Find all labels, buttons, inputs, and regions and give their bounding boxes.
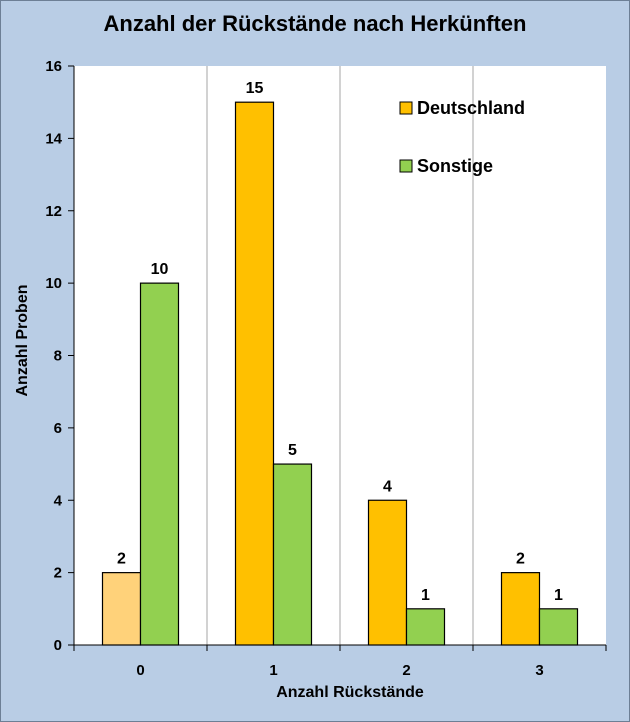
y-tick-label: 12 — [45, 203, 62, 220]
bar-sonstige-1 — [272, 463, 313, 646]
x-axis-label: Anzahl Rückstände — [276, 684, 424, 701]
bar-deutschland-1 — [234, 101, 275, 646]
bar-sonstige-3 — [538, 608, 579, 646]
data-label: 1 — [421, 587, 430, 604]
x-tick-label: 0 — [136, 662, 144, 679]
data-label: 2 — [117, 551, 126, 568]
y-axis-label: Anzahl Proben — [14, 284, 31, 396]
legend-label: Deutschland — [417, 98, 525, 118]
y-tick-label: 6 — [54, 420, 62, 437]
y-tick-label: 4 — [54, 492, 63, 509]
y-tick-label: 16 — [45, 58, 62, 75]
data-label: 2 — [516, 551, 525, 568]
bar-deutschland-3 — [500, 572, 541, 646]
y-tick-label: 14 — [45, 130, 62, 147]
data-label: 4 — [383, 478, 392, 495]
data-label: 15 — [246, 80, 264, 97]
y-tick-label: 10 — [45, 275, 62, 292]
data-label: 10 — [151, 261, 169, 278]
data-label: 5 — [288, 442, 297, 459]
y-tick-label: 2 — [54, 565, 62, 582]
bar-deutschland-2 — [367, 499, 408, 646]
x-tick-label: 3 — [535, 662, 543, 679]
bar-sonstige-0 — [139, 282, 180, 646]
legend-swatch-deutschland — [399, 101, 413, 115]
data-label: 1 — [554, 587, 563, 604]
legend-swatch-sonstige — [399, 159, 413, 173]
x-tick-label: 1 — [269, 662, 277, 679]
bar-sonstige-2 — [405, 608, 446, 646]
y-tick-label: 8 — [54, 348, 62, 365]
bar-deutschland-0 — [101, 572, 142, 646]
y-tick-label: 0 — [54, 637, 62, 654]
chart-title: Anzahl der Rückstände nach Herkünften — [103, 11, 527, 36]
x-tick-label: 2 — [402, 662, 410, 679]
legend-label: Sonstige — [417, 156, 493, 176]
